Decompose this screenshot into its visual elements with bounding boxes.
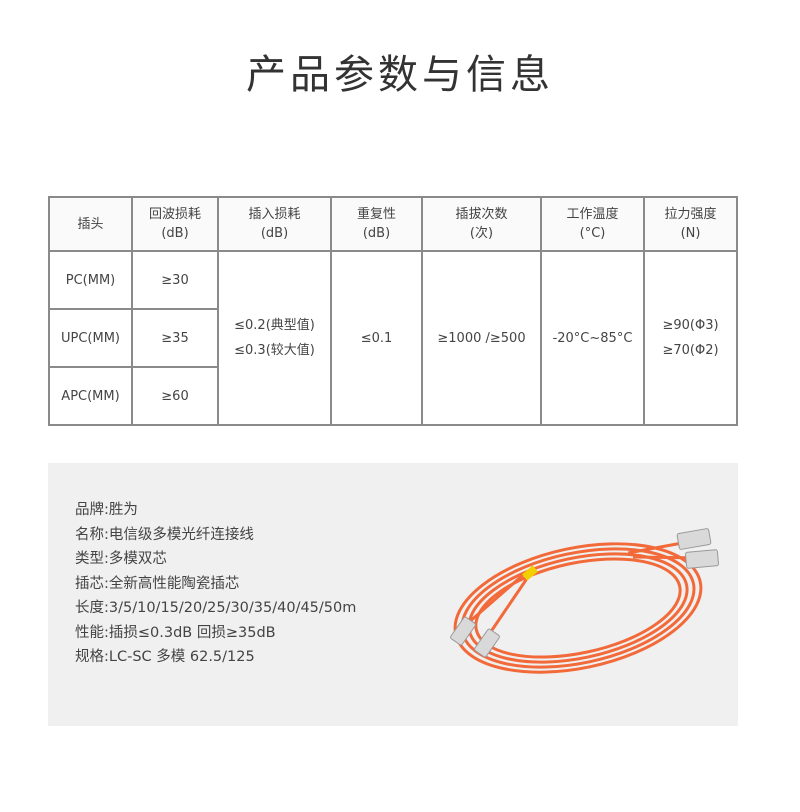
spec-list: 品牌:胜为 名称:电信级多模光纤连接线 类型:多模双芯 插芯:全新高性能陶瓷插芯… [75,498,356,670]
connector-cell: APC(MM) [48,366,133,426]
spec-table: 插头 回波损耗 (dB) 插入损耗 (dB) 重复性 (dB) 插拔次数 (次)… [48,196,738,426]
return-loss-cell: ≥30 [131,250,219,310]
tensile-phi3: ≥90(Φ3) [662,318,719,333]
header-connector: 插头 [48,196,133,252]
spec-ferrule: 插芯:全新高性能陶瓷插芯 [75,575,240,592]
return-loss-cell: ≥35 [131,308,219,368]
spec-brand: 品牌:胜为 [75,502,138,518]
product-info-panel: 品牌:胜为 名称:电信级多模光纤连接线 类型:多模双芯 插芯:全新高性能陶瓷插芯… [48,463,738,726]
spec-length: 长度:3/5/10/15/20/25/30/35/40/45/50m [75,600,357,616]
header-tensile: 拉力强度 (N) [643,196,738,252]
spec-type: 类型:多模双芯 [75,551,167,567]
insertion-loss-max: ≤0.3(较大值) [234,343,315,358]
repeatability-cell: ≤0.1 [330,250,423,426]
temperature-cell: -20°C~85°C [540,250,645,426]
insertion-loss-cell: ≤0.2(典型值) ≤0.3(较大值) [217,250,332,426]
spec-performance: 性能:插损≤0.3dB 回损≥35dB [75,624,276,641]
header-repeatability: 重复性 (dB) [330,196,423,252]
return-loss-cell: ≥60 [131,366,219,426]
spec-specification: 规格:LC-SC 多模 62.5/125 [75,649,255,665]
header-mating-cycles: 插拔次数 (次) [421,196,542,252]
connector-cell: PC(MM) [48,250,133,310]
spec-name: 名称:电信级多模光纤连接线 [75,526,254,543]
header-temperature: 工作温度 (°C) [540,196,645,252]
page-title: 产品参数与信息 [246,52,554,98]
tensile-cell: ≥90(Φ3) ≥70(Φ2) [643,250,738,426]
fiber-cable-image [450,528,719,674]
header-return-loss: 回波损耗 (dB) [131,196,219,252]
mating-cycles-cell: ≥1000 /≥500 [421,250,542,426]
connector-cell: UPC(MM) [48,308,133,368]
tensile-phi2: ≥70(Φ2) [662,343,719,358]
header-insertion-loss: 插入损耗 (dB) [217,196,332,252]
insertion-loss-typical: ≤0.2(典型值) [234,318,315,333]
